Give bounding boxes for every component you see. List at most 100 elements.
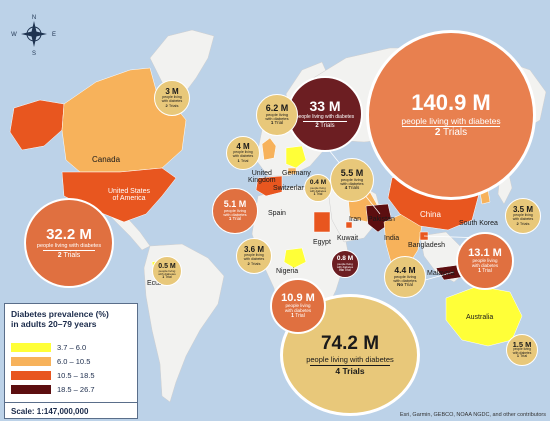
- bubble-value: 6.2 M: [265, 103, 289, 114]
- bubble-trials: 2 Trials: [57, 252, 81, 260]
- country-label-iran: Iran: [349, 216, 362, 223]
- compass-rose: N S E W: [11, 15, 56, 57]
- compass-arrow-south: [31, 34, 37, 47]
- bubble-kuwait: 0.8 M people living with diabetes No Tri…: [331, 250, 359, 278]
- bubble-value: 3 M: [165, 87, 179, 97]
- country-label-egypt: Egypt: [313, 239, 331, 246]
- country-label-malaysia: Malaysia: [427, 270, 455, 277]
- legend: Diabetes prevalence (%) in adults 20–79 …: [4, 303, 138, 419]
- bubble-description: people living with diabetes: [161, 95, 183, 103]
- bubble-value: 0.5 M: [158, 262, 176, 270]
- bubble-germany: 6.2 M people living with diabetes 1 Tria…: [256, 94, 298, 136]
- legend-row: 6.0 – 10.5: [11, 356, 90, 367]
- compass-arrow-north: [31, 21, 37, 34]
- bubble-spain: 5.1 M people living with diabetes 1 Tria…: [212, 188, 258, 234]
- bubble-trials: 1 Trial: [516, 354, 528, 359]
- bubble-trials: 4 Trials: [344, 185, 360, 191]
- country-label-australia: Australia: [466, 314, 494, 321]
- bubble-egypt: 10.9 M people living with diabetes 1 Tri…: [270, 278, 326, 334]
- bubble-trials: 2 Trials: [434, 127, 468, 139]
- country-label-china: China: [420, 210, 441, 219]
- country-label-uk: United Kingdom: [248, 170, 276, 184]
- egypt-area: [313, 211, 331, 233]
- bubble-value: 3.6 M: [243, 245, 264, 255]
- legend-label: 10.5 – 18.5: [57, 371, 95, 380]
- bubble-value: 0.4 M: [309, 179, 327, 187]
- bubble-trials: 1 Trial: [291, 313, 305, 320]
- bubble-value: 5.5 M: [340, 168, 364, 179]
- bubble-ecuador: 0.5 M people living with diabetes 1 Tria…: [152, 256, 182, 286]
- legend-row: 3.7 – 6.0: [11, 342, 86, 353]
- bubble-trials: 1 Trial: [313, 191, 323, 196]
- legend-swatch: [11, 385, 51, 394]
- country-label-spain: Spain: [268, 210, 286, 217]
- bubble-value: 10.9 M: [281, 291, 315, 304]
- legend-row: 10.5 – 18.5: [11, 370, 95, 381]
- bubble-trials: 2 Trials: [247, 260, 261, 266]
- legend-swatch: [11, 371, 51, 380]
- country-label-bangladesh: Bangladesh: [408, 242, 445, 249]
- bubble-value: 32.2 M: [46, 225, 92, 243]
- legend-swatch: [11, 343, 51, 352]
- legend-label: 6.0 – 10.5: [57, 357, 91, 366]
- bubble-malaysia: 4.4 M people living with diabetes No Tri…: [384, 256, 426, 298]
- bubble-india: 74.2 M people living with diabetes 4 Tri…: [280, 294, 420, 416]
- bubble-trials: 2 Trials: [516, 220, 530, 226]
- bubble-value: 3.5 M: [512, 205, 533, 215]
- bubble-trials: 1 Trial: [478, 268, 492, 275]
- bubble-description: people living with diabetes: [512, 347, 532, 355]
- bubble-value: 33 M: [309, 97, 341, 114]
- bubble-trials: 4 Trials: [335, 366, 365, 377]
- bubble-value: 4.4 M: [394, 265, 416, 276]
- bubble-description: people living with diabetes: [265, 112, 289, 122]
- bubble-value: 4 M: [236, 142, 250, 152]
- bubble-trials: 2 Trials: [165, 102, 179, 108]
- bubble-value: 74.2 M: [320, 333, 380, 355]
- bubble-australia: 1.5 M people living with diabetes 1 Tria…: [506, 334, 538, 366]
- country-label-canada: Canada: [92, 155, 121, 164]
- country-label-germany: Germany: [282, 170, 311, 177]
- bubble-trials: 2 Trials: [315, 123, 335, 130]
- bubble-description: people living with diabetes: [36, 242, 102, 249]
- country-label-kuwait: Kuwait: [337, 235, 359, 242]
- bubble-pakistan: 33 M people living with diabetes 2 Trial…: [287, 76, 363, 152]
- country-label-switzerland: Switzerland: [273, 185, 310, 192]
- compass-north-label: N: [32, 15, 36, 21]
- compass-arrow-east: [34, 31, 47, 37]
- country-label-pakistan: Pakistan: [368, 216, 395, 223]
- bubble-china: 140.9 M people living with diabetes 2 Tr…: [366, 30, 536, 200]
- bubble-description: people living with diabetes: [512, 213, 534, 221]
- attribution: Esri, Garmin, GEBCO, NOAA NGDC, and othe…: [399, 412, 546, 418]
- kuwait-area: [345, 221, 353, 229]
- bubble-description: people living with diabetes: [336, 261, 354, 269]
- bubble-iran: 5.5 M people living with diabetes 4 Tria…: [330, 158, 374, 202]
- bubble-description: people living with diabetes: [306, 355, 394, 365]
- country-label-usa: United States of America: [108, 188, 151, 202]
- spain-area: [255, 175, 283, 197]
- alaska-area: [9, 99, 65, 151]
- legend-label: 18.5 – 26.7: [57, 385, 95, 394]
- bubble-value: 13.1 M: [468, 246, 502, 259]
- bubble-value: 1.5 M: [512, 339, 532, 349]
- bubble-value: 0.8 M: [336, 255, 354, 263]
- legend-row: 18.5 – 26.7: [11, 384, 95, 395]
- bubble-trials: 1 Trial: [237, 157, 249, 163]
- bubble-south-korea: 3.5 M people living with diabetes 2 Tria…: [505, 198, 541, 234]
- bubble-description: people living with diabetes: [158, 268, 176, 276]
- bubble-trials: 1 Trial: [228, 216, 242, 222]
- bubble-description: people living with diabetes: [243, 253, 265, 261]
- legend-title: Diabetes prevalence (%) in adults 20–79 …: [11, 309, 109, 329]
- germany-area: [285, 145, 307, 169]
- bubble-description: people living with diabetes: [295, 113, 355, 120]
- bubble-value: 5.1 M: [223, 199, 247, 210]
- compass-west-label: W: [11, 32, 17, 38]
- compass-south-label: S: [32, 51, 36, 57]
- bubble-description: people living with diabetes: [232, 150, 254, 158]
- nigeria-area: [283, 247, 307, 269]
- bubble-trials: No Trial: [397, 282, 413, 288]
- bubble-bangladesh: 13.1 M people living with diabetes 1 Tri…: [456, 232, 514, 290]
- bubble-nigeria: 3.6 M people living with diabetes 2 Tria…: [236, 238, 272, 274]
- country-label-india: India: [384, 235, 400, 242]
- bubble-switzerland: 0.4 M people living with diabetes 1 Tria…: [304, 174, 332, 202]
